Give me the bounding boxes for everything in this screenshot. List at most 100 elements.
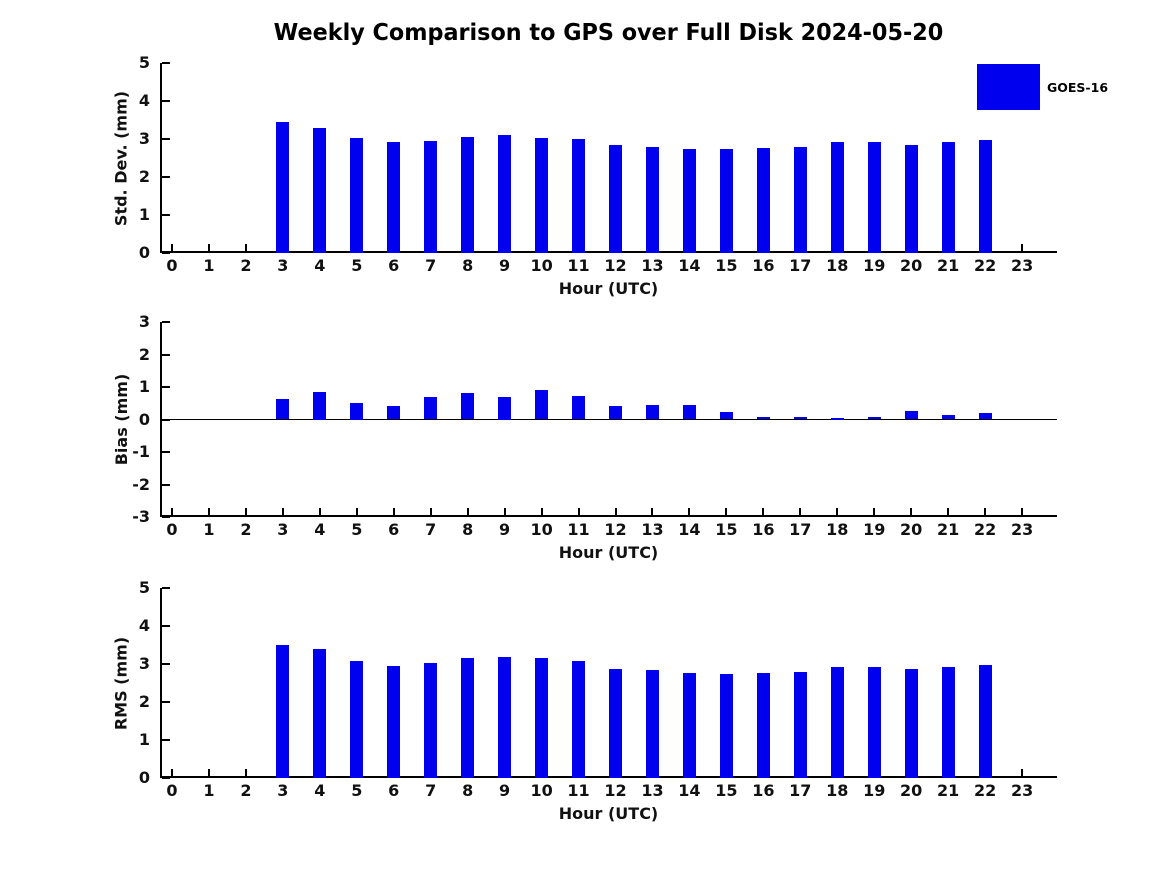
bar-hour-19	[867, 667, 881, 778]
bar-hour-12	[609, 144, 623, 253]
bar-hour-20	[904, 410, 918, 420]
legend-swatch-goes16	[977, 64, 1040, 110]
x-tick-label: 7	[425, 781, 437, 800]
x-tick-label: 17	[789, 256, 812, 275]
x-tick-label: 18	[826, 520, 849, 539]
x-tick-label: 1	[203, 781, 215, 800]
x-tick	[947, 508, 950, 515]
bar-hour-13	[645, 146, 659, 253]
x-tick-label: 12	[604, 520, 627, 539]
bar-hour-8	[461, 393, 475, 420]
y-tick-label: 1	[138, 730, 150, 749]
bar-hour-16	[756, 416, 770, 420]
x-tick-label: 3	[277, 520, 289, 539]
y-tick-label: 5	[138, 578, 150, 597]
x-tick	[244, 508, 247, 515]
figure-title: Weekly Comparison to GPS over Full Disk …	[273, 20, 944, 46]
x-tick-label: 4	[314, 781, 326, 800]
bar-hour-7	[424, 140, 438, 253]
bar-hour-6	[387, 665, 401, 778]
x-tick-label: 14	[678, 520, 701, 539]
x-tick-label: 19	[863, 781, 886, 800]
bar-hour-20	[904, 668, 918, 778]
y-tick-label: 4	[138, 616, 150, 635]
x-tick-label: 22	[973, 781, 997, 800]
bar-hour-19	[867, 142, 881, 253]
x-tick-label: 0	[166, 256, 178, 275]
x-tick	[836, 508, 839, 515]
x-tick-label: 14	[678, 256, 701, 275]
x-tick-label: 8	[462, 781, 474, 800]
bar-hour-21	[941, 414, 955, 420]
x-tick-label: 5	[351, 256, 363, 275]
bar-hour-4	[313, 649, 327, 778]
bar-hour-10	[535, 137, 549, 253]
xlabel: Hour (UTC)	[558, 279, 659, 298]
zero-line	[160, 419, 1057, 420]
bar-hour-22	[978, 665, 992, 778]
bar-hour-14	[682, 404, 696, 420]
x-tick-label: 22	[973, 256, 997, 275]
bar-hour-21	[941, 667, 955, 778]
y-tick	[162, 252, 170, 254]
bar-hour-10	[535, 658, 549, 778]
bar-hour-9	[498, 134, 512, 253]
x-tick-label: 18	[826, 256, 849, 275]
bar-hour-12	[609, 668, 623, 778]
bar-hour-15	[719, 148, 733, 253]
y-tick	[162, 587, 170, 589]
x-tick-label: 0	[166, 520, 178, 539]
rms-plot: 0 1 2 3 4 5 0 1 2 3 4 5 6 7 8 9 10 11 12 13 14 15 16 17 18 19 20 21…	[139, 579, 1057, 823]
x-tick	[651, 508, 654, 515]
bar-hour-7	[424, 397, 438, 420]
x-tick-label: 6	[388, 256, 400, 275]
x-tick-label: 1	[203, 520, 215, 539]
x-tick-label: 9	[499, 520, 511, 539]
x-tick	[1021, 508, 1024, 515]
bar-hour-17	[793, 146, 807, 253]
y-tick	[162, 451, 170, 453]
bar-hour-19	[867, 416, 881, 420]
bar-hour-16	[756, 147, 770, 253]
x-tick-label: 21	[937, 256, 960, 275]
x-tick-label: 11	[567, 256, 590, 275]
x-tick-label: 21	[937, 520, 960, 539]
bar-hour-18	[830, 141, 844, 253]
x-tick-label: 19	[863, 520, 886, 539]
bar-hour-13	[645, 404, 659, 420]
y-tick-label: 2	[138, 692, 150, 711]
x-tick-label: 23	[1010, 256, 1034, 275]
x-tick-label: 19	[863, 256, 886, 275]
bar-hour-18	[830, 417, 844, 420]
y-tick	[162, 701, 170, 703]
bar-hour-17	[793, 671, 807, 778]
xlabel: Hour (UTC)	[558, 543, 659, 562]
bar-hour-10	[535, 389, 549, 420]
x-tick	[207, 508, 210, 515]
x-tick	[799, 508, 802, 515]
x-tick-label: 17	[789, 520, 812, 539]
x-axis	[160, 515, 1057, 517]
x-tick-label: 8	[462, 256, 474, 275]
x-tick	[577, 508, 580, 515]
bar-hour-3	[276, 399, 290, 420]
bar-hour-14	[682, 673, 696, 778]
legend: GOES-16	[977, 64, 1108, 110]
bar-hour-11	[572, 660, 586, 778]
x-tick	[762, 508, 765, 515]
y-tick	[162, 516, 170, 518]
y-tick-label: 0	[138, 768, 150, 787]
y-tick-label: 3	[138, 312, 150, 331]
x-tick	[207, 769, 210, 776]
y-tick-label: -3	[132, 507, 150, 526]
x-tick-label: 13	[641, 520, 664, 539]
bar-hour-16	[756, 673, 770, 778]
y-tick	[162, 214, 170, 216]
x-tick	[281, 508, 284, 515]
bar-hour-13	[645, 670, 659, 778]
y-tick-label: 5	[138, 53, 150, 72]
x-tick-label: 10	[530, 781, 553, 800]
bar-hour-4	[313, 127, 327, 253]
x-tick-label: 2	[240, 256, 252, 275]
x-tick-label: 14	[678, 781, 701, 800]
